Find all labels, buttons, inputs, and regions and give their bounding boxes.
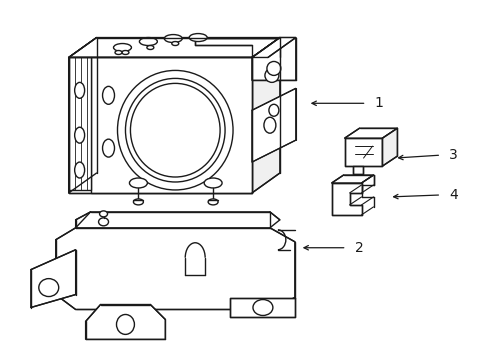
Ellipse shape [75,162,84,178]
Ellipse shape [100,211,107,217]
Ellipse shape [75,127,84,143]
Polygon shape [68,37,96,193]
Polygon shape [382,128,397,166]
Ellipse shape [99,218,108,226]
Text: 2: 2 [354,241,363,255]
Polygon shape [331,175,373,183]
Polygon shape [68,37,279,58]
Text: 4: 4 [448,188,457,202]
Polygon shape [251,37,295,58]
Ellipse shape [208,199,218,205]
Ellipse shape [75,82,84,98]
Ellipse shape [117,71,233,190]
Polygon shape [344,128,397,138]
Ellipse shape [116,315,134,334]
Polygon shape [344,138,382,166]
Ellipse shape [102,86,114,104]
Ellipse shape [171,41,179,45]
Polygon shape [56,228,294,310]
Ellipse shape [39,279,59,297]
Ellipse shape [139,37,157,45]
Polygon shape [85,305,165,339]
Polygon shape [331,183,361,215]
Ellipse shape [164,35,182,42]
Ellipse shape [264,68,278,82]
Polygon shape [251,37,279,193]
Ellipse shape [115,50,122,54]
Polygon shape [251,88,295,162]
Ellipse shape [125,78,224,182]
Ellipse shape [266,62,280,75]
Ellipse shape [130,84,220,177]
Polygon shape [352,166,362,174]
Polygon shape [76,212,279,228]
Ellipse shape [129,178,147,188]
Polygon shape [251,37,295,80]
Ellipse shape [264,117,275,133]
Ellipse shape [133,199,143,205]
Text: 3: 3 [448,148,457,162]
Ellipse shape [252,300,272,315]
Ellipse shape [122,50,129,54]
Ellipse shape [102,139,114,157]
Text: 1: 1 [374,96,383,110]
Polygon shape [68,58,251,193]
Ellipse shape [146,45,154,50]
Polygon shape [195,37,279,58]
Polygon shape [31,250,76,307]
Polygon shape [229,298,294,318]
Ellipse shape [203,178,222,188]
Ellipse shape [189,33,207,41]
Polygon shape [68,58,90,190]
Ellipse shape [268,104,278,116]
Polygon shape [90,58,251,193]
Ellipse shape [113,44,131,51]
